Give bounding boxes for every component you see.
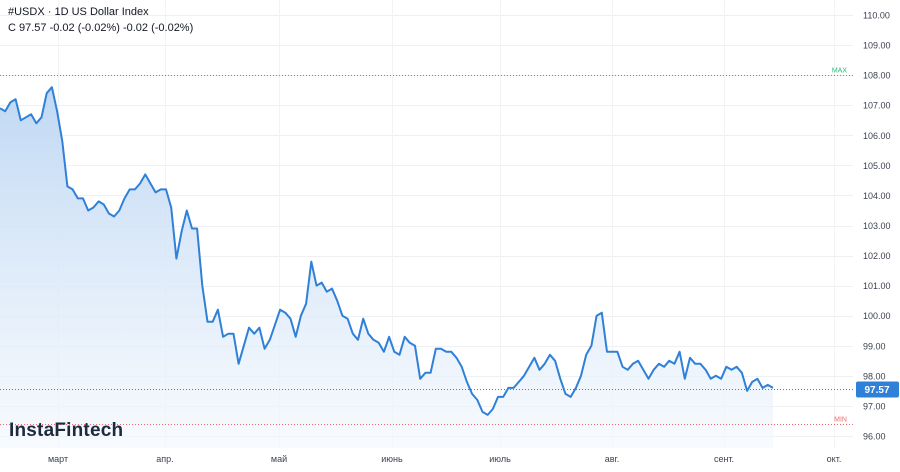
symbol-label[interactable]: #USDX: [8, 6, 45, 18]
last-price-label: 97.57: [864, 385, 889, 396]
price-line: [0, 86, 774, 416]
chart-legend: #USDX · 1D US Dollar Index C 97.57 -0.02…: [8, 4, 193, 36]
separator-dot: ·: [47, 6, 52, 18]
max-label: MAX: [832, 68, 848, 75]
area-fill: [0, 87, 773, 448]
price-series-line: [0, 86, 774, 416]
last-price-badge: [856, 381, 899, 398]
y-tick-label: 100.00: [863, 311, 891, 321]
y-tick-label: 102.00: [863, 251, 891, 261]
instafintech-logo: InstaFintech: [9, 420, 124, 441]
y-tick-label: 110.00: [863, 11, 890, 21]
x-tick-label: июль: [489, 454, 511, 464]
x-tick-label: авг.: [605, 454, 619, 464]
ohlc-values: C 97.57 -0.02 (-0.02%) -0.02 (-0.02%): [8, 22, 194, 34]
y-tick-label: 98.00: [863, 371, 886, 381]
x-tick-label: сент.: [714, 454, 734, 464]
y-tick-label: 105.00: [863, 161, 891, 171]
x-tick-label: март: [48, 454, 68, 464]
y-tick-label: 109.00: [863, 41, 891, 51]
y-tick-label: 97.00: [863, 401, 886, 411]
interval-label[interactable]: 1D: [54, 6, 69, 18]
min-label: MIN: [834, 417, 847, 424]
y-tick-label: 108.00: [863, 71, 891, 81]
x-tick-label: апр.: [156, 454, 173, 464]
y-tick-label: 106.00: [863, 131, 891, 141]
instrument-name: US Dollar Index: [71, 6, 149, 18]
x-tick-label: май: [271, 454, 287, 464]
legend-title-row: #USDX · 1D US Dollar Index: [8, 4, 193, 20]
marker-lines: MAX MIN: [0, 68, 853, 425]
y-tick-label: 99.00: [863, 341, 886, 351]
y-tick-label: 107.00: [863, 101, 891, 111]
x-tick-label: окт.: [827, 454, 842, 464]
x-axis: март апр. май июнь июль авг. сент. окт.: [48, 454, 841, 464]
y-tick-label: 101.00: [863, 281, 891, 291]
price-area: [0, 87, 773, 448]
y-tick-label: 103.00: [863, 221, 891, 231]
y-axis: 96.00 97.00 98.00 99.00 100.00 101.00 102.00 10…: [863, 11, 891, 442]
y-tick-label: 96.00: [863, 431, 886, 441]
x-tick-label: июнь: [381, 454, 403, 464]
last-price-badge-group: 97.57: [856, 381, 899, 398]
y-tick-label: 104.00: [863, 191, 891, 201]
